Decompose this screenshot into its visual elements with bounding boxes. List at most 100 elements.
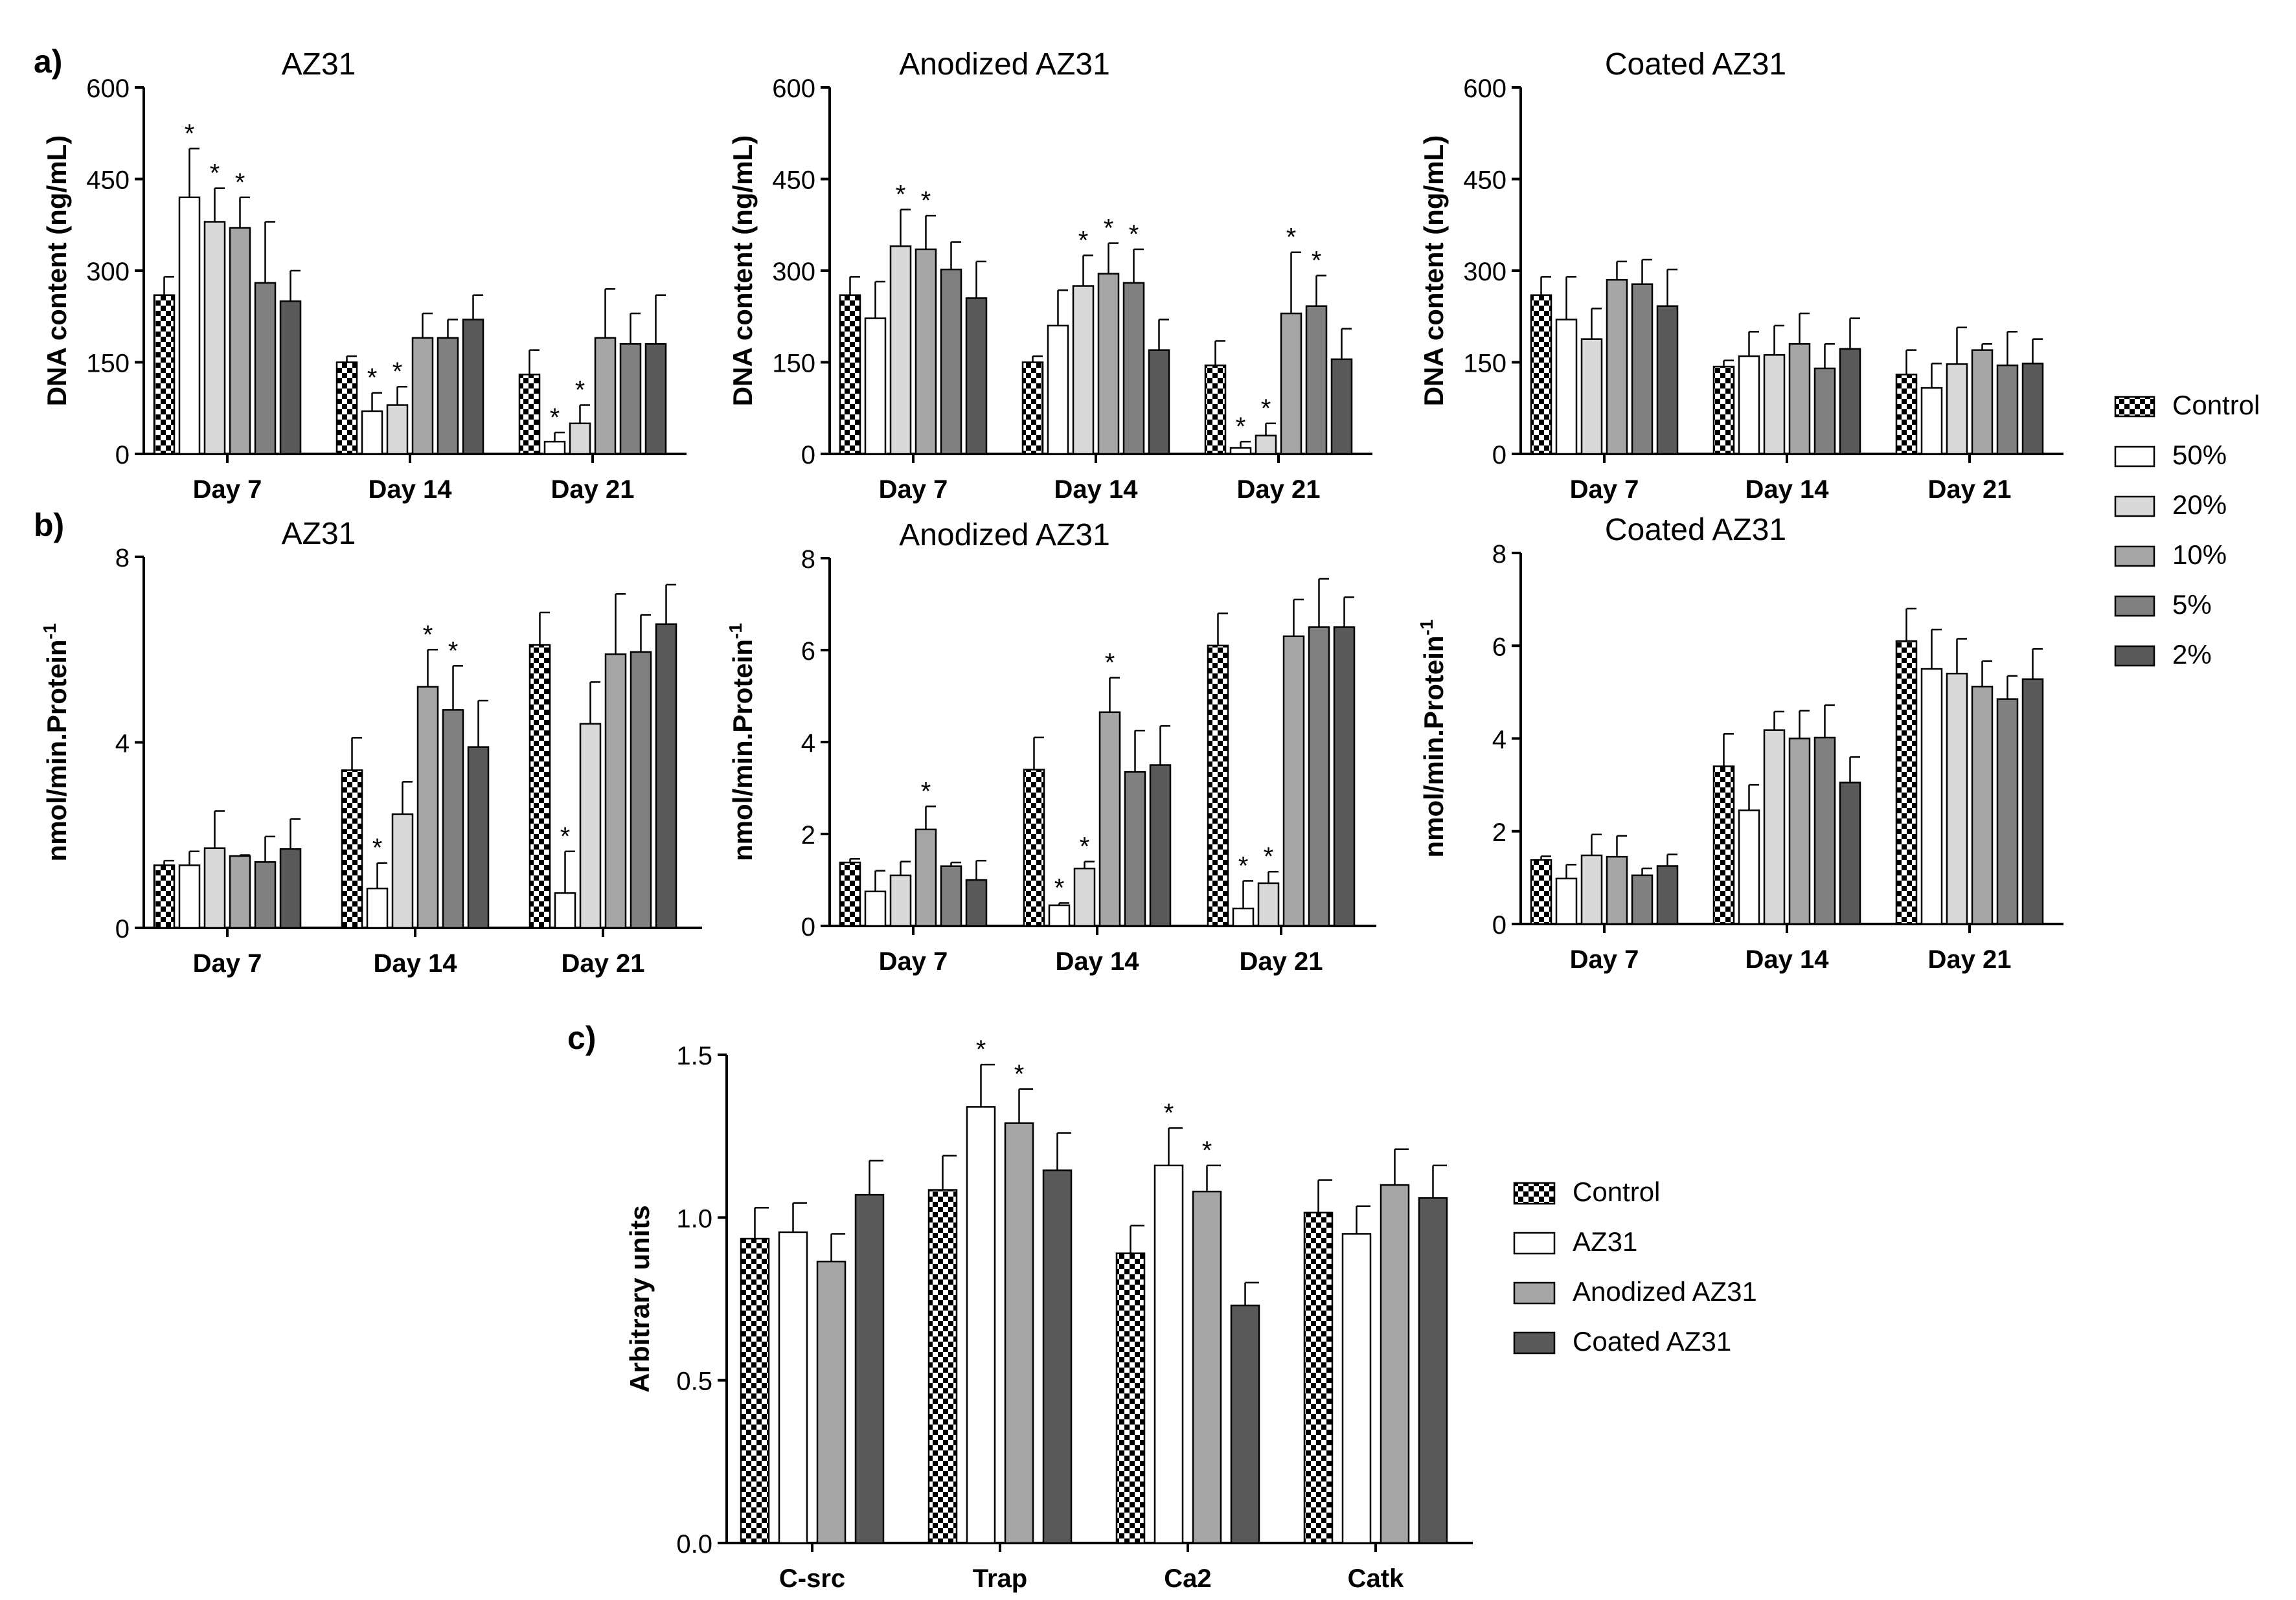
x-tick-label: Day 14 xyxy=(1745,475,1830,504)
bar xyxy=(1154,1164,1184,1544)
chart-2: Anodized AZ31 0 150 300 450 600 DNA content (n… xyxy=(727,47,1372,504)
y-tick-label: 4 xyxy=(801,729,815,758)
legend-swatch xyxy=(1513,1232,1556,1255)
bar xyxy=(386,404,409,455)
bar xyxy=(203,221,226,455)
significance-mark: * xyxy=(1264,842,1274,871)
bar xyxy=(341,769,363,929)
bar xyxy=(1920,668,1943,925)
chart-4: AZ31 0 4 8 nmol/min.Protein-1 Day 7 Day 14 * * * D… xyxy=(40,517,702,978)
bar xyxy=(1204,364,1227,455)
y-axis-label-superscript: -1 xyxy=(40,624,60,640)
bar xyxy=(1530,294,1552,455)
x-tick-label: C-src xyxy=(779,1564,845,1593)
panel-label-b: b) xyxy=(34,507,64,543)
bar xyxy=(203,847,226,929)
chart-1: AZ31 0 150 300 450 600 DNA content (ng/mL) Day … xyxy=(41,47,687,504)
bar xyxy=(1115,1252,1146,1544)
bar xyxy=(1255,434,1277,455)
y-tick-label: 300 xyxy=(772,258,815,286)
y-tick-label: 4 xyxy=(115,730,130,758)
bar xyxy=(442,709,464,929)
bar xyxy=(1023,769,1045,927)
legend-swatch xyxy=(2114,445,2155,468)
y-tick-label: 6 xyxy=(1492,633,1506,661)
y-axis-label-superscript: -1 xyxy=(1416,620,1437,636)
x-tick-label: Day 14 xyxy=(1054,475,1139,504)
bar xyxy=(1813,367,1836,455)
y-tick-label: 600 xyxy=(86,74,130,103)
x-tick-label: Ca2 xyxy=(1164,1564,1211,1593)
bar xyxy=(740,1237,770,1544)
bar xyxy=(254,282,277,455)
bar xyxy=(927,1189,958,1544)
significance-mark: * xyxy=(575,376,585,405)
significance-mark: * xyxy=(235,168,245,197)
x-tick-label: Day 7 xyxy=(193,475,262,504)
bar xyxy=(644,343,667,455)
significance-mark: * xyxy=(1261,394,1271,423)
y-tick-label: 150 xyxy=(86,350,130,378)
bar xyxy=(335,361,358,455)
bar xyxy=(915,828,937,927)
bar xyxy=(1124,771,1146,927)
y-tick-label: 1.5 xyxy=(676,1042,712,1070)
y-tick-label: 600 xyxy=(1463,74,1506,103)
bar xyxy=(1813,736,1836,925)
bar xyxy=(2021,678,2044,925)
bar xyxy=(1333,626,1356,927)
y-tick-label: 2 xyxy=(1492,818,1506,847)
chart-title: AZ31 xyxy=(282,47,356,82)
bar xyxy=(1305,305,1328,455)
bar xyxy=(1631,283,1654,455)
bar xyxy=(1656,305,1679,455)
significance-mark: * xyxy=(1236,412,1246,441)
x-tick-label: Day 7 xyxy=(193,949,262,978)
y-tick-label: 150 xyxy=(1463,350,1506,378)
bar xyxy=(816,1260,847,1544)
bar xyxy=(1097,273,1120,455)
bar xyxy=(153,864,176,929)
bar xyxy=(366,887,389,929)
significance-mark: * xyxy=(423,620,433,649)
bar xyxy=(966,1106,996,1544)
bar xyxy=(1763,729,1786,925)
bar xyxy=(2021,363,2044,455)
significance-mark: * xyxy=(1078,226,1089,254)
bar xyxy=(839,294,861,455)
x-tick-label: Day 7 xyxy=(879,947,948,976)
bar xyxy=(1530,859,1552,925)
bar xyxy=(1839,782,1861,925)
bar xyxy=(1207,644,1229,927)
bar xyxy=(1580,338,1603,455)
y-tick-label: 300 xyxy=(1463,258,1506,286)
legend-label: 50% xyxy=(2172,440,2227,470)
bar xyxy=(1230,1304,1260,1544)
y-tick-label: 600 xyxy=(772,74,815,103)
chart-5: Anodized AZ31 0 2 4 6 8 nmol/min.Protein-1 Day … xyxy=(725,518,1376,976)
y-tick-label: 0.0 xyxy=(676,1530,712,1559)
bar xyxy=(778,1231,808,1544)
significance-mark: * xyxy=(976,1035,986,1064)
significance-mark: * xyxy=(1164,1099,1174,1127)
bar xyxy=(1763,354,1786,455)
bar xyxy=(361,410,383,455)
x-tick-label: Day 14 xyxy=(374,949,458,978)
bar xyxy=(1555,877,1578,925)
bar xyxy=(1712,365,1735,455)
y-axis-label-superscript: -1 xyxy=(725,623,745,639)
bar xyxy=(604,653,627,929)
legend-label: AZ31 xyxy=(1573,1226,1637,1257)
legend-swatch xyxy=(1513,1331,1556,1355)
bar xyxy=(462,319,484,455)
y-tick-label: 450 xyxy=(1463,166,1506,195)
bar xyxy=(1308,626,1330,927)
y-axis-label: Arbitrary units xyxy=(624,1205,655,1392)
panel-label-c: c) xyxy=(567,1020,596,1056)
bar xyxy=(1606,855,1628,925)
bar xyxy=(254,861,277,929)
chart-title: AZ31 xyxy=(282,517,356,551)
x-tick-label: Day 21 xyxy=(1237,475,1321,504)
